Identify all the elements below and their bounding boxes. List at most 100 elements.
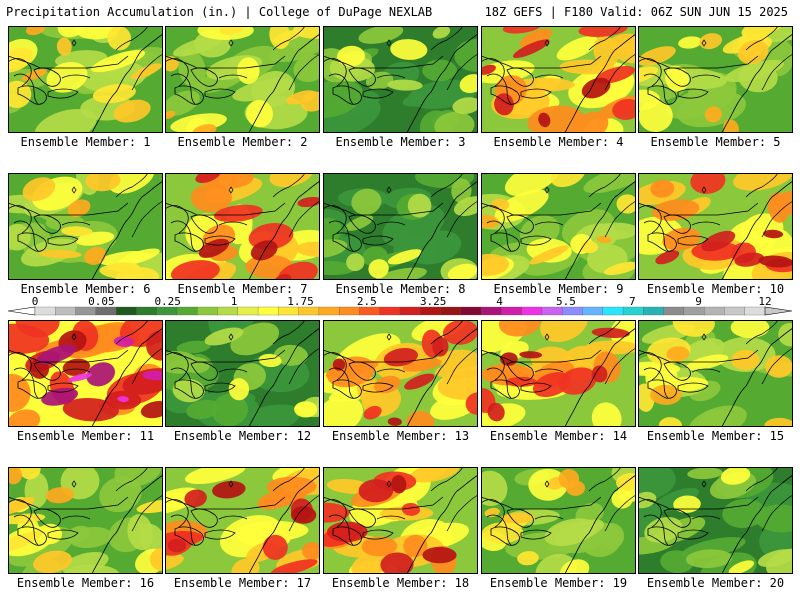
precip-map	[481, 26, 636, 133]
precip-map	[481, 173, 636, 280]
colorbar-swatch	[359, 306, 381, 316]
precip-map	[8, 320, 163, 427]
ensemble-member-label: Ensemble Member: 20	[646, 576, 785, 590]
colorbar-swatch	[278, 306, 300, 316]
colorbar-swatch	[643, 306, 665, 316]
colorbar-swatch	[136, 306, 158, 316]
colorbar-tick-label: 0.05	[88, 296, 115, 308]
ensemble-member-panel: Ensemble Member: 18	[323, 467, 478, 590]
precip-map	[323, 320, 478, 427]
precip-map	[165, 320, 320, 427]
colorbar-swatch	[298, 306, 320, 316]
chart-title: Precipitation Accumulation (in.) | Colle…	[6, 5, 433, 19]
colorbar-tick-label: 5.5	[556, 296, 576, 308]
ensemble-member-label: Ensemble Member: 4	[493, 135, 624, 149]
ensemble-member-label: Ensemble Member: 16	[16, 576, 155, 590]
colorbar-swatch	[257, 306, 279, 316]
colorbar-tick-label: 12	[758, 296, 771, 308]
ensemble-member-panel: Ensemble Member: 10	[638, 173, 793, 296]
ensemble-member-label: Ensemble Member: 8	[335, 282, 466, 296]
ensemble-member-panel: Ensemble Member: 12	[165, 320, 320, 443]
ensemble-member-label: Ensemble Member: 18	[331, 576, 470, 590]
colorbar-swatch	[480, 306, 502, 316]
precip-colorbar: 0 0.05 0.25 1 1.75 2.5 3.25 4 5.5 7 9 12	[0, 296, 800, 318]
colorbar-max-arrow	[764, 306, 793, 316]
ensemble-member-panel: Ensemble Member: 1	[8, 26, 163, 149]
precip-map	[638, 173, 793, 280]
precip-map	[165, 26, 320, 133]
colorbar-swatch	[663, 306, 685, 316]
colorbar-swatch	[541, 306, 563, 316]
colorbar-swatch	[562, 306, 583, 316]
colorbar-swatch	[318, 306, 340, 316]
colorbar-swatch	[379, 306, 401, 316]
ensemble-member-label: Ensemble Member: 15	[646, 429, 785, 443]
precip-map	[481, 467, 636, 574]
colorbar-swatch	[704, 306, 725, 316]
colorbar-swatch	[602, 306, 624, 316]
precip-map	[165, 173, 320, 280]
colorbar-swatch	[176, 306, 198, 316]
colorbar-swatch	[197, 306, 218, 316]
colorbar-swatch	[34, 306, 56, 316]
colorbar-swatch	[237, 306, 259, 316]
ensemble-member-label: Ensemble Member: 12	[173, 429, 312, 443]
ensemble-member-label: Ensemble Member: 7	[177, 282, 308, 296]
colorbar-tick-label: 9	[695, 296, 702, 308]
colorbar-swatch	[115, 306, 137, 316]
ensemble-member-panel: Ensemble Member: 14	[481, 320, 636, 443]
colorbar-swatch	[460, 306, 482, 316]
colorbar-swatch	[95, 306, 117, 316]
precip-map	[323, 26, 478, 133]
colorbar-swatch	[582, 306, 604, 316]
ensemble-member-panel: Ensemble Member: 16	[8, 467, 163, 590]
colorbar-tick-label: 0.25	[154, 296, 181, 308]
colorbar-swatch	[683, 306, 705, 316]
precip-map	[8, 26, 163, 133]
colorbar-swatch	[75, 306, 97, 316]
precip-map	[323, 467, 478, 574]
precip-map	[8, 173, 163, 280]
colorbar-swatch	[622, 306, 644, 316]
colorbar-swatch	[55, 306, 77, 316]
colorbar-swatch	[440, 306, 462, 316]
colorbar-swatch	[217, 306, 239, 316]
ensemble-member-label: Ensemble Member: 9	[493, 282, 624, 296]
colorbar-tick-label: 1.75	[287, 296, 314, 308]
ensemble-member-panel: Ensemble Member: 7	[165, 173, 320, 296]
colorbar-tick-label: 4	[496, 296, 503, 308]
precip-map	[638, 320, 793, 427]
ensemble-member-label: Ensemble Member: 6	[20, 282, 151, 296]
ensemble-member-label: Ensemble Member: 11	[16, 429, 155, 443]
ensemble-member-label: Ensemble Member: 17	[173, 576, 312, 590]
ensemble-member-panel: Ensemble Member: 3	[323, 26, 478, 149]
precip-map	[8, 467, 163, 574]
colorbar-swatch	[399, 306, 421, 316]
ensemble-member-label: Ensemble Member: 13	[331, 429, 470, 443]
colorbar-min-arrow	[7, 306, 36, 316]
ensemble-member-panel: Ensemble Member: 9	[481, 173, 636, 296]
ensemble-member-label: Ensemble Member: 14	[489, 429, 628, 443]
ensemble-member-panel: Ensemble Member: 13	[323, 320, 478, 443]
colorbar-swatch	[420, 306, 442, 316]
colorbar-tick-label: 2.5	[357, 296, 377, 308]
ensemble-member-panel: Ensemble Member: 8	[323, 173, 478, 296]
precip-map	[165, 467, 320, 574]
precip-map	[323, 173, 478, 280]
precip-map	[638, 467, 793, 574]
ensemble-member-label: Ensemble Member: 2	[177, 135, 308, 149]
ensemble-member-panel: Ensemble Member: 6	[8, 173, 163, 296]
ensemble-member-label: Ensemble Member: 19	[489, 576, 628, 590]
colorbar-tick-label: 1	[231, 296, 238, 308]
precip-map	[481, 320, 636, 427]
colorbar-swatch	[744, 306, 766, 316]
ensemble-member-panel: Ensemble Member: 19	[481, 467, 636, 590]
colorbar-swatch	[156, 306, 178, 316]
colorbar-swatch	[724, 306, 746, 316]
ensemble-member-panel: Ensemble Member: 20	[638, 467, 793, 590]
colorbar-graphic: 0 0.05 0.25 1 1.75 2.5 3.25 4 5.5 7 9 12	[7, 296, 793, 316]
ensemble-member-label: Ensemble Member: 5	[650, 135, 781, 149]
colorbar-swatch	[521, 306, 543, 316]
ensemble-member-panel: Ensemble Member: 17	[165, 467, 320, 590]
colorbar-tick-label: 7	[629, 296, 636, 308]
